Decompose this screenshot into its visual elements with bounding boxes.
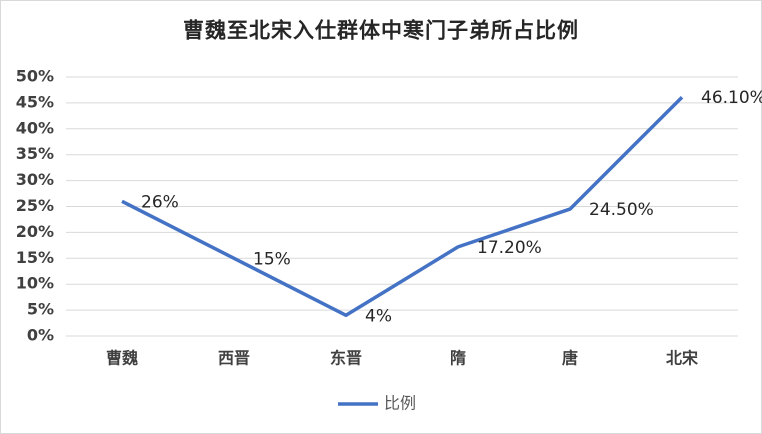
value-label: 26% (141, 192, 179, 212)
x-tick-label: 曹魏 (106, 349, 138, 368)
x-tick-label: 隋 (450, 349, 466, 368)
y-tick-label: 30% (16, 170, 54, 189)
x-tick-label: 北宋 (666, 349, 699, 368)
value-label: 24.50% (589, 200, 654, 220)
legend-label: 比例 (384, 394, 416, 413)
y-tick-label: 45% (16, 92, 54, 111)
chart-title: 曹魏至北宋入仕群体中寒门子弟所占比例 (183, 18, 579, 43)
data-line (121, 95, 684, 318)
y-tick-label: 15% (16, 248, 54, 267)
y-tick-label: 40% (16, 118, 54, 137)
y-tick-label: 50% (16, 67, 54, 86)
y-tick-label: 35% (16, 144, 54, 163)
value-label: 46.10% (701, 88, 762, 108)
y-tick-label: 25% (16, 196, 54, 215)
value-label: 15% (253, 249, 291, 269)
value-label: 17.20% (477, 238, 542, 258)
y-tick-label: 20% (16, 222, 54, 241)
y-tick-label: 0% (27, 326, 54, 345)
y-tick-label: 10% (16, 274, 54, 293)
x-tick-label: 唐 (562, 349, 578, 368)
x-tick-label: 西晋 (218, 349, 250, 368)
value-label: 4% (365, 306, 392, 326)
x-tick-label: 东晋 (330, 349, 362, 368)
y-tick-label: 5% (27, 300, 54, 319)
